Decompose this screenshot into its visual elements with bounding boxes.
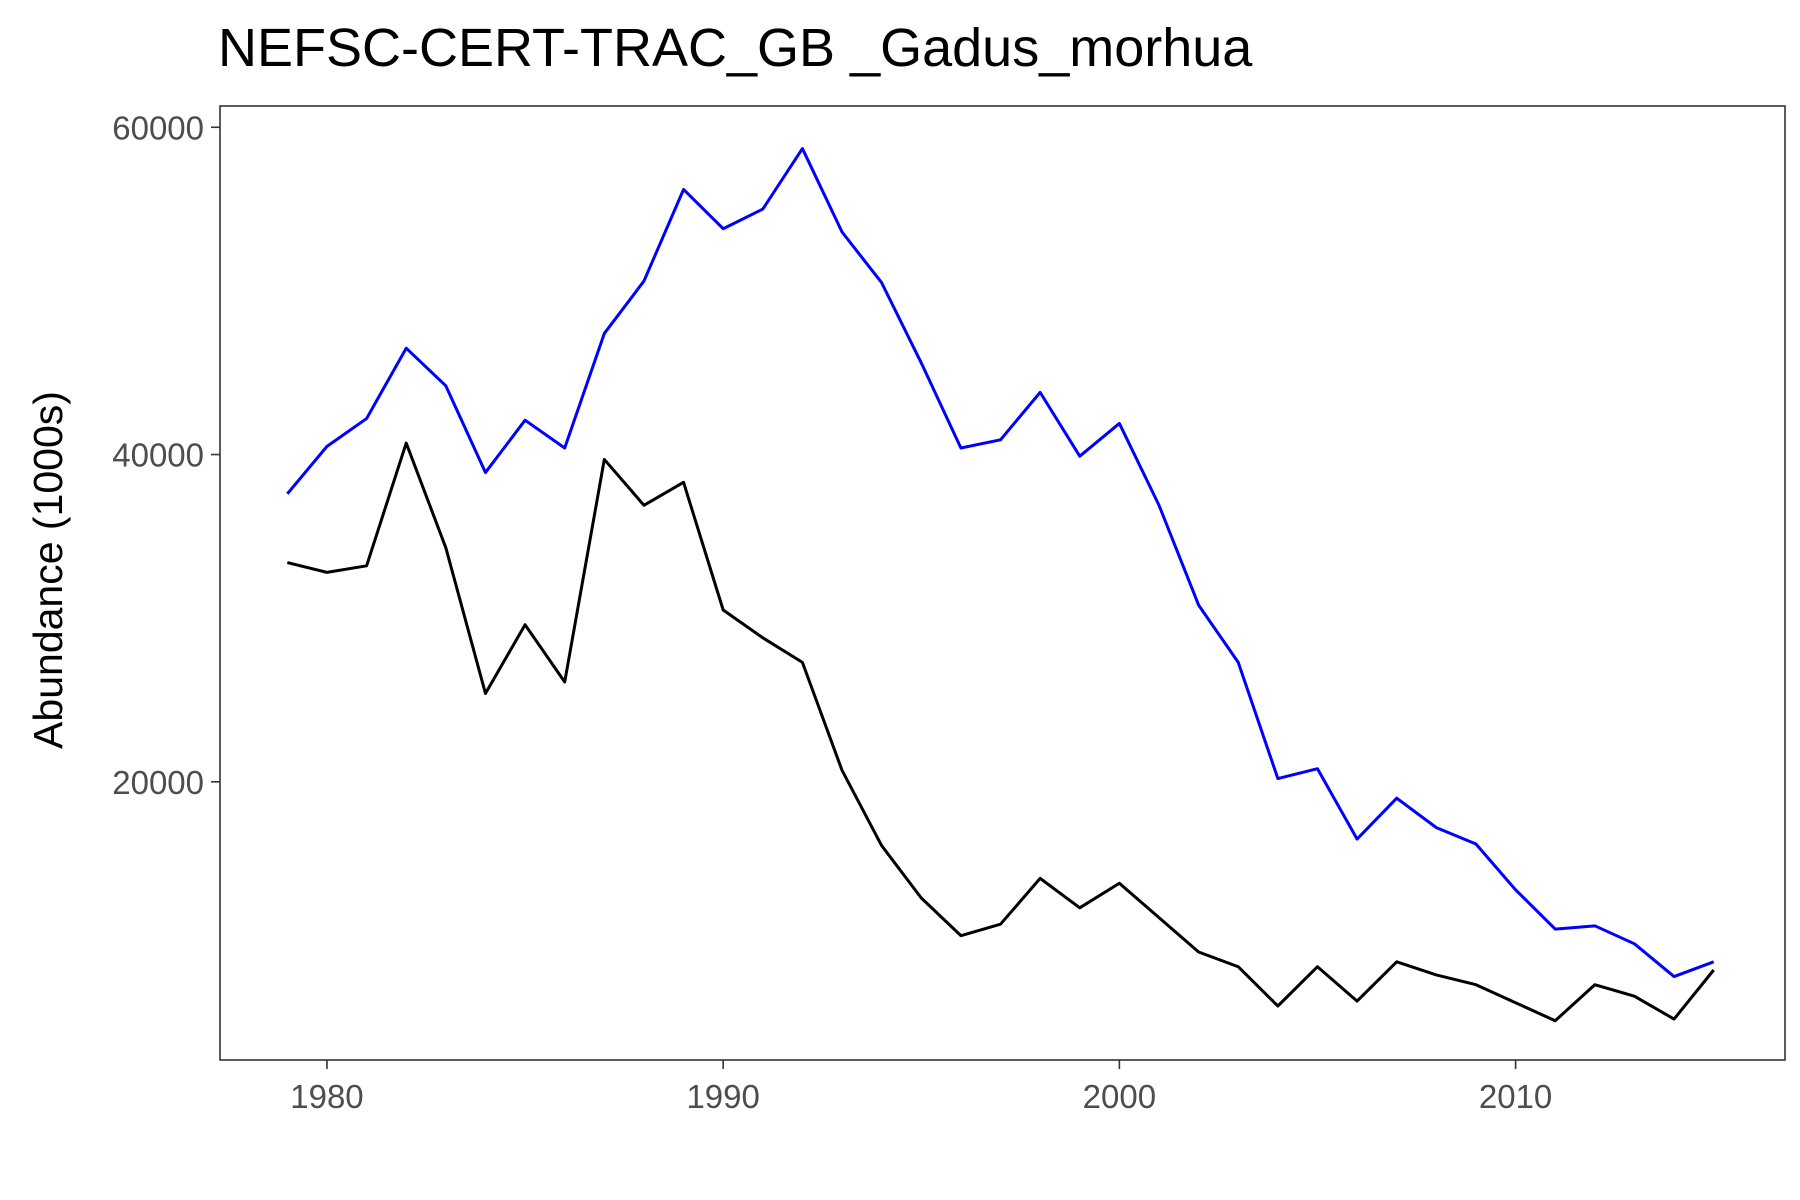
x-tick-label: 1980 [290, 1078, 363, 1115]
x-tick-label: 2000 [1083, 1078, 1156, 1115]
y-tick-label: 60000 [112, 109, 204, 146]
x-tick-label: 2010 [1479, 1078, 1552, 1115]
chart-title: NEFSC-CERT-TRAC_GB _Gadus_morhua [218, 18, 1253, 78]
series-line-2 [286, 441, 1715, 1023]
x-tick-label: 1990 [686, 1078, 759, 1115]
plot-panel [219, 105, 1786, 1061]
series-line-1 [286, 147, 1715, 979]
series-layer [286, 147, 1715, 1023]
x-axis: 1980 1990 2000 2010 [290, 1060, 1552, 1115]
y-tick-label: 20000 [112, 764, 204, 801]
y-tick-label: 40000 [112, 437, 204, 474]
y-axis: 20000 40000 60000 [112, 109, 220, 801]
y-axis-label: Abundance (1000s) [25, 391, 71, 749]
